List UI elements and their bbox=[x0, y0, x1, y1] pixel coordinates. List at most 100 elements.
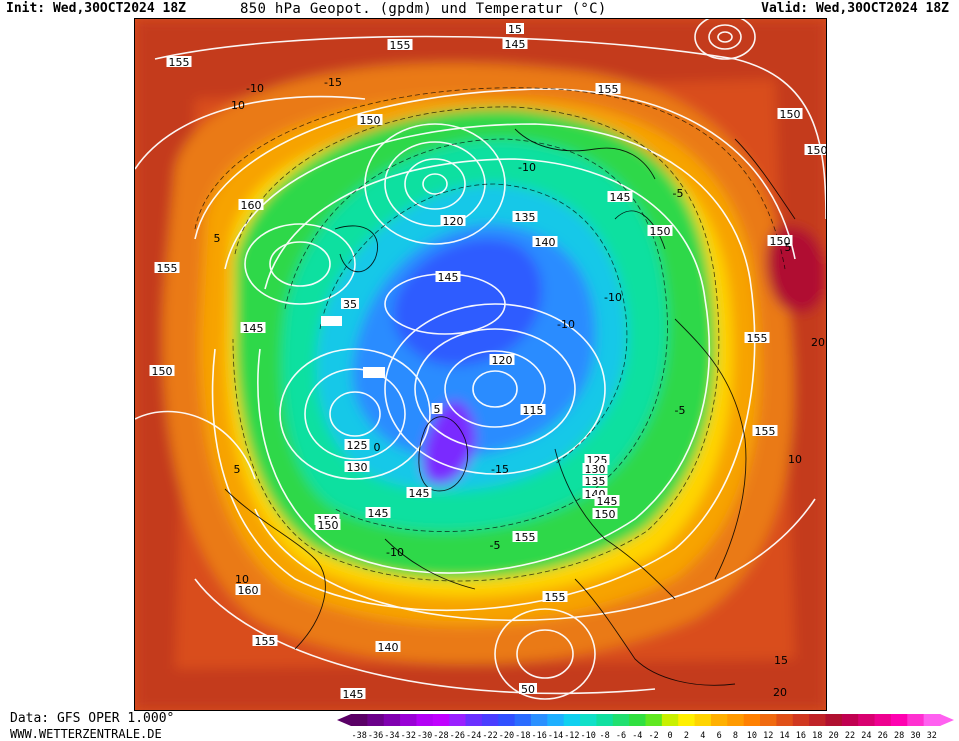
colorbar-swatch bbox=[449, 714, 467, 726]
colorbar-swatch bbox=[645, 714, 663, 726]
geopotential-label: 160 bbox=[238, 584, 259, 597]
isotherm-label: -15 bbox=[491, 463, 509, 476]
geopotential-label: 115 bbox=[523, 404, 544, 417]
geopotential-label: 135 bbox=[515, 211, 536, 224]
colorbar-tick-label: -8 bbox=[599, 731, 609, 741]
geopotential-label: 145 bbox=[409, 487, 430, 500]
geopotential-label: 150 bbox=[780, 108, 801, 121]
colorbar-tick-label: 18 bbox=[812, 731, 822, 741]
colorbar-tick-label: -18 bbox=[515, 731, 530, 741]
colorbar-swatch bbox=[809, 714, 826, 726]
colorbar-tick-label: -16 bbox=[531, 731, 546, 741]
geopotential-label: 125 bbox=[347, 439, 368, 452]
geopotential-label-bg bbox=[240, 322, 266, 333]
geopotential-label-bg bbox=[440, 215, 466, 226]
geopotential-label-bg bbox=[532, 236, 558, 247]
data-source: Data: GFS OPER 1.000° bbox=[10, 711, 175, 726]
colorbar-tick-label: 16 bbox=[796, 731, 806, 741]
isotherm-label: 5 bbox=[234, 463, 241, 476]
geopotential-label-bg bbox=[582, 488, 608, 499]
chart-title: 850 hPa Geopot. (gpdm) und Temperatur (°… bbox=[240, 1, 607, 17]
geopotential-label: 145 bbox=[610, 191, 631, 204]
colorbar-tick-label: 4 bbox=[700, 731, 705, 741]
colorbar-tick-label: 24 bbox=[861, 731, 871, 741]
geopotential-label-bg bbox=[235, 584, 261, 595]
colorbar-tick-label: -4 bbox=[632, 731, 642, 741]
geopotential-label-bg bbox=[595, 83, 621, 94]
geopotential-label-bg bbox=[344, 461, 370, 472]
geopotential-label-bg bbox=[542, 591, 568, 602]
isotherm-label: 0 bbox=[374, 441, 381, 454]
colorbar-swatch bbox=[661, 714, 679, 726]
geopotential-label: 155 bbox=[598, 83, 619, 96]
geopotential-label-bg bbox=[592, 508, 618, 519]
geopotential-label-bg bbox=[154, 262, 180, 273]
geopotential-label-bg bbox=[406, 487, 432, 498]
temperature-isotherms bbox=[194, 87, 786, 582]
colorbar-tick-label: 26 bbox=[878, 731, 888, 741]
colorbar-tick-label: 30 bbox=[910, 731, 920, 741]
geopotential-label: 155 bbox=[545, 591, 566, 604]
geopotential-label-bg bbox=[357, 114, 383, 125]
colorbar-swatch bbox=[400, 714, 417, 726]
colorbar-tick-label: -34 bbox=[384, 731, 399, 741]
colorbar-swatch bbox=[416, 714, 434, 726]
geopotential-label-bg bbox=[315, 519, 341, 530]
colorbar-tick-label: 28 bbox=[894, 731, 904, 741]
colorbar-tick-label: -12 bbox=[564, 731, 579, 741]
colorbar-ticks: -38 -36 -34 -32 -30 -28 -26 -24 -22 -20 -18 -16 -14-… bbox=[352, 731, 937, 741]
geopotential-label-bg bbox=[520, 404, 546, 415]
geopotential-label-bg bbox=[512, 531, 538, 542]
geopotential-label: 150 bbox=[807, 144, 827, 157]
geopotential-label-bg bbox=[752, 425, 778, 436]
geopotential-label: 5 bbox=[434, 403, 441, 416]
colorbar-tick-label: 14 bbox=[779, 731, 789, 741]
colorbar-tick-label: 32 bbox=[927, 731, 937, 741]
geopotential-label-bg bbox=[252, 635, 278, 646]
geopotential-label-bg bbox=[607, 191, 633, 202]
weather-map: 155 150 145 155 155 150 150 15 160 120 135 145 140 15… bbox=[134, 18, 827, 711]
geopotential-label-bg bbox=[519, 683, 537, 694]
isotherm-label: 20 bbox=[773, 686, 787, 699]
geopotential-label: 150 bbox=[152, 365, 173, 378]
geopotential-label-bg bbox=[149, 365, 175, 376]
geopotential-label-bg bbox=[512, 211, 538, 222]
isotherm-label: 10 bbox=[235, 573, 249, 586]
isotherm-label: -10 bbox=[518, 161, 536, 174]
colorbar-tick-label: -30 bbox=[417, 731, 432, 741]
colorbar-swatch bbox=[530, 714, 548, 726]
geopotential-label-bg bbox=[506, 23, 524, 34]
isotherm-label: -10 bbox=[246, 82, 264, 95]
geopotential-label: 135 bbox=[585, 475, 606, 488]
colorbar-tick-label: 10 bbox=[747, 731, 757, 741]
geopotential-label: 145 bbox=[243, 322, 264, 335]
geopotential-label: 150 bbox=[595, 508, 616, 521]
geopotential-label: 155 bbox=[255, 635, 276, 648]
geopotential-label: 155 bbox=[755, 425, 776, 438]
geopotential-label: 155 bbox=[747, 332, 768, 345]
label-box bbox=[321, 316, 342, 326]
colorbar-swatch bbox=[858, 714, 876, 726]
colorbar-swatch bbox=[580, 714, 597, 726]
colorbar-swatch bbox=[596, 714, 614, 726]
colorbar-swatch bbox=[743, 714, 761, 726]
geopotential-label-bg bbox=[594, 495, 620, 506]
isotherm-label: 5 bbox=[785, 241, 792, 254]
geopotential-label-bg bbox=[777, 108, 803, 119]
geopotential-label: 140 bbox=[535, 236, 556, 249]
website-url[interactable]: WWW.WETTERZENTRALE.DE bbox=[10, 727, 162, 741]
geopotential-label-bg bbox=[435, 271, 461, 282]
colorbar-arrow-left bbox=[337, 714, 351, 726]
label-box bbox=[363, 367, 385, 378]
geopotential-label-bg bbox=[387, 39, 413, 50]
geopotential-label: 35 bbox=[343, 298, 357, 311]
colorbar-tick-label: -28 bbox=[433, 731, 448, 741]
colorbar-swatch bbox=[710, 714, 728, 726]
colorbar-swatch bbox=[825, 714, 843, 726]
colorbar-tick-label: -20 bbox=[499, 731, 514, 741]
colorbar-swatch bbox=[874, 714, 892, 726]
colorbar-swatch bbox=[629, 714, 646, 726]
geopotential-label: 155 bbox=[169, 56, 190, 69]
geopotential-contours bbox=[135, 19, 826, 700]
